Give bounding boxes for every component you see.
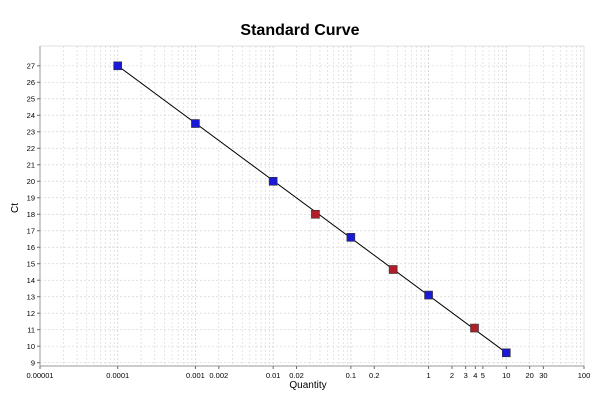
y-axis-label: Ct (10, 203, 21, 213)
unknown-point (311, 209, 320, 219)
standard-point (501, 348, 511, 358)
x-tick-label: 0.00001 (26, 371, 53, 380)
tick-label-layer: 91011121314151617181920212223242526270.0… (26, 61, 590, 380)
standard-point (268, 176, 278, 186)
grid-layer (39, 46, 584, 366)
y-tick-label: 17 (27, 226, 35, 235)
x-tick-label: 1 (426, 371, 430, 380)
y-tick-label: 11 (27, 325, 35, 334)
axis-layer (37, 45, 585, 369)
x-tick-label: 0.0001 (106, 371, 129, 380)
y-tick-label: 24 (27, 111, 35, 120)
y-tick-label: 9 (31, 358, 35, 367)
standard-curve-fit-line (117, 65, 507, 354)
x-tick-label: 10 (502, 371, 510, 380)
x-tick-label: 4 (473, 371, 477, 380)
standard-point (346, 233, 356, 242)
x-tick-label: 0.01 (266, 371, 281, 380)
y-tick-label: 15 (27, 259, 35, 268)
data-layer (113, 61, 511, 358)
y-tick-label: 26 (27, 78, 35, 87)
y-tick-label: 16 (27, 243, 35, 252)
y-tick-label: 21 (27, 160, 35, 169)
plot-area (40, 46, 584, 366)
x-tick-label: 30 (539, 371, 547, 380)
y-tick-label: 10 (27, 342, 35, 351)
y-tick-label: 18 (27, 210, 35, 219)
y-tick-label: 13 (27, 292, 35, 301)
standard-point (424, 290, 433, 300)
y-tick-label: 12 (27, 309, 35, 318)
unknown-point (470, 323, 479, 333)
unknown-point (388, 265, 398, 274)
chart-title: Standard Curve (240, 22, 360, 39)
standard-point (191, 119, 200, 128)
y-tick-label: 14 (27, 276, 35, 285)
x-tick-label: 0.002 (209, 371, 228, 380)
x-tick-label: 20 (526, 371, 534, 380)
x-tick-label: 0.2 (369, 371, 379, 380)
x-tick-label: 0.001 (186, 371, 205, 380)
x-tick-label: 2 (450, 371, 454, 380)
x-tick-label: 0.02 (289, 371, 304, 380)
standard-point (113, 61, 123, 71)
x-tick-label: 3 (464, 371, 468, 380)
y-tick-label: 22 (27, 144, 35, 153)
y-tick-label: 27 (27, 61, 35, 70)
x-axis-label: Quantity (289, 380, 326, 391)
y-tick-label: 25 (27, 94, 35, 103)
x-tick-label: 0.1 (346, 371, 356, 380)
y-tick-label: 23 (27, 127, 35, 136)
x-tick-label: 5 (481, 371, 485, 380)
y-tick-label: 20 (27, 177, 35, 186)
y-tick-label: 19 (27, 193, 35, 202)
x-tick-label: 100 (578, 371, 591, 380)
